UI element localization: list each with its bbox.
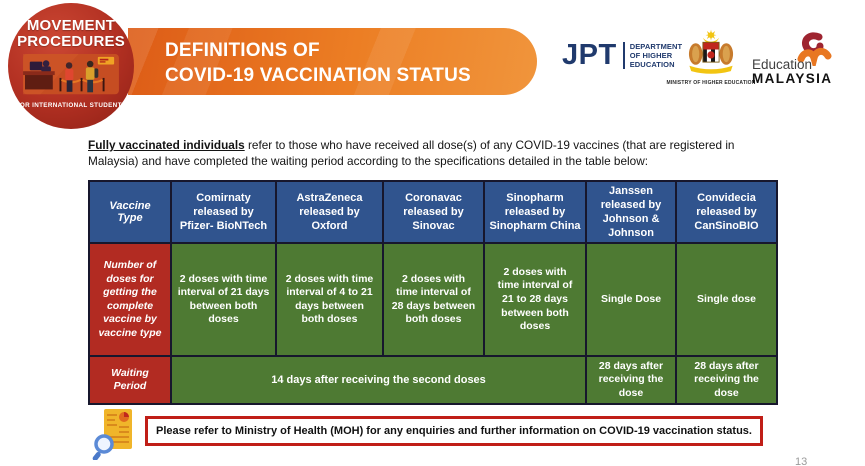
education-malaysia-wordmark: Education MALAYSIA [752, 57, 833, 87]
jpt-acronym: JPT [562, 39, 617, 71]
badge-subtitle: FOR INTERNATIONAL STUDENTS [15, 102, 127, 110]
waiting-row-label: Waiting Period [88, 355, 172, 406]
intro-lead: Fully vaccinated individuals [88, 138, 245, 152]
doses-sinopharm: 2 doses with time interval of 21 to 28 d… [483, 242, 587, 358]
header-janssen: Janssen released by Johnson & Johnson [585, 179, 677, 245]
ministry-caption: MINISTRY OF HIGHER EDUCATION [666, 80, 756, 86]
movement-procedures-badge: MOVEMENT PROCEDURES [8, 3, 134, 129]
badge-title: MOVEMENT PROCEDURES [17, 17, 125, 51]
page-title-line1: DEFINITIONS OF [165, 40, 320, 61]
doses-janssen: Single Dose [585, 242, 677, 358]
waiting-janssen: 28 days after receiving the dose [585, 355, 677, 406]
header-vaccine-type: Vaccine Type [88, 179, 172, 245]
magnifier-document-icon [92, 406, 140, 465]
moh-note-text: Please refer to Ministry of Health (MOH)… [156, 425, 752, 437]
immigration-counter-illustration-icon [8, 53, 134, 104]
jpt-logo-divider [622, 42, 625, 69]
page-number: 13 [795, 456, 808, 466]
page-title-line2: COVID-19 VACCINATION STATUS [165, 65, 471, 87]
doses-coronavac: 2 doses with time interval of 28 days be… [382, 242, 485, 358]
education-malaysia-logo-icon [789, 32, 833, 72]
vaccine-status-table: Vaccine Type Comirnaty released by Pfize… [88, 179, 778, 406]
header-coronavac: Coronavac released by Sinovac [382, 179, 485, 245]
moh-note: Please refer to Ministry of Health (MOH)… [145, 416, 763, 446]
intro-rest: refer to those who have received all dos… [88, 138, 735, 168]
intro-paragraph: Fully vaccinated individuals refer to th… [88, 138, 788, 169]
header-astrazeneca: AstraZeneca released by Oxford [275, 179, 384, 245]
waiting-convidecia: 28 days after receiving the dose [675, 355, 778, 406]
doses-comirnaty: 2 doses with time interval of 21 days be… [170, 242, 277, 358]
jpt-department-text: DEPARTMENT OF HIGHER EDUCATION [629, 42, 683, 69]
jpt-logo: JPT DEPARTMENT OF HIGHER EDUCATION [562, 41, 682, 70]
malaysia-coat-of-arms-icon [684, 29, 738, 84]
table-header-row: Vaccine Type Comirnaty released by Pfize… [88, 179, 778, 245]
header-convidecia: Convidecia released by CanSinoBIO [675, 179, 778, 245]
waiting-merged-cell: 14 days after receiving the second doses [170, 355, 587, 406]
header-sinopharm: Sinopharm released by Sinopharm China [483, 179, 587, 245]
doses-row-label: Number of doses for getting the complete… [88, 242, 172, 358]
title-banner: DEFINITIONS OF COVID-19 VACCINATION STAT… [128, 28, 537, 95]
table-waiting-row: Waiting Period 14 days after receiving t… [88, 355, 778, 406]
header-comirnaty: Comirnaty released by Pfizer- BioNTech [170, 179, 277, 245]
table-doses-row: Number of doses for getting the complete… [88, 242, 778, 358]
doses-astrazeneca: 2 doses with time interval of 4 to 21 da… [275, 242, 384, 358]
doses-convidecia: Single dose [675, 242, 778, 358]
